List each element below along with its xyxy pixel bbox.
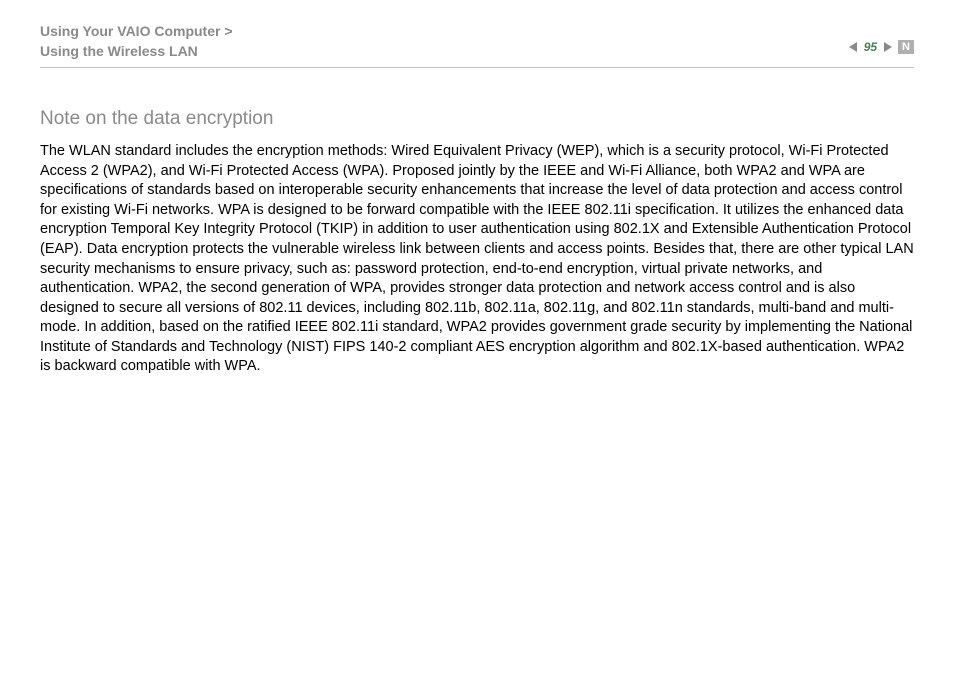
prev-page-icon[interactable] <box>849 42 857 52</box>
section-title: Note on the data encryption <box>40 108 914 130</box>
page-header: Using Your VAIO Computer > Using the Wir… <box>0 0 954 61</box>
next-page-icon[interactable] <box>884 42 892 52</box>
breadcrumb-line-1: Using Your VAIO Computer > <box>40 22 233 42</box>
body-paragraph: The WLAN standard includes the encryptio… <box>40 142 914 377</box>
page-navigation: 95 N <box>849 22 914 54</box>
page-content: Note on the data encryption The WLAN sta… <box>0 68 954 377</box>
nav-n-badge: N <box>898 40 914 54</box>
page-number: 95 <box>861 40 880 54</box>
breadcrumb: Using Your VAIO Computer > Using the Wir… <box>40 22 233 61</box>
breadcrumb-line-2: Using the Wireless LAN <box>40 42 233 62</box>
